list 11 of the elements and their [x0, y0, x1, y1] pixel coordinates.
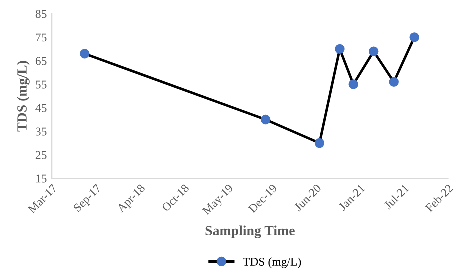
x-axis-title: Sampling Time [206, 226, 295, 238]
y-tick-label: 15 [36, 174, 47, 183]
y-tick-label: 45 [36, 104, 47, 112]
y-tick-label: 85 [36, 10, 47, 18]
y-tick-label: 35 [36, 128, 47, 136]
y-tick-label: 25 [36, 151, 47, 160]
y-tick-label: 65 [36, 57, 47, 66]
y-axis-title: TDS (mg/L) [17, 61, 30, 132]
legend-label: TDS (mg/L) [243, 258, 302, 268]
y-tick-label: 55 [36, 80, 47, 89]
y-tick-label: 75 [36, 34, 47, 42]
